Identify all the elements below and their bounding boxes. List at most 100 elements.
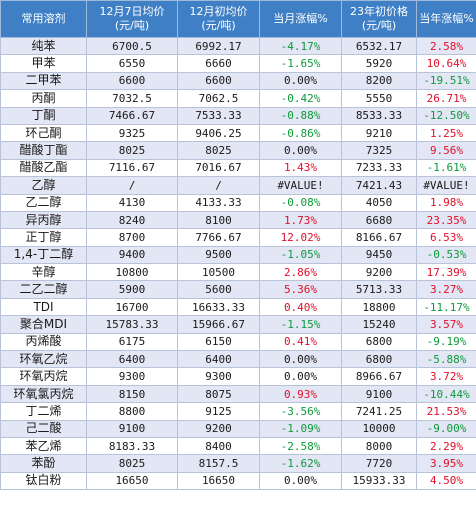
table-row: 环氧丙烷 9300 9300 0.00% 8966.67 3.72%: [0, 367, 476, 386]
yearly-change-cell: 1.25%: [416, 123, 476, 143]
dec-start-price-cell: 9200: [177, 419, 260, 438]
solvent-name-cell: 二乙二醇: [0, 280, 87, 299]
table-row: 1,4-丁二醇 9400 9500 -1.05% 9450 -0.53%: [0, 245, 476, 265]
monthly-change-cell: -1.05%: [259, 245, 342, 265]
dec-start-price-cell: 8025: [177, 141, 260, 160]
solvent-name-cell: 环己酮: [0, 123, 87, 143]
year-start-price-cell: 9450: [341, 245, 417, 265]
monthly-change-cell: 0.41%: [259, 332, 342, 352]
solvent-name-cell: 正丁醇: [0, 228, 87, 247]
solvent-name-cell: 苯酚: [0, 454, 87, 473]
yearly-change-cell: -0.53%: [416, 245, 476, 265]
dec7-price-cell: 5900: [86, 280, 178, 299]
dec7-price-cell: 6400: [86, 350, 178, 369]
table-row: 乙醇 / / #VALUE! 7421.43 #VALUE!: [0, 176, 476, 195]
table-row: 醋酸丁酯 8025 8025 0.00% 7325 9.56%: [0, 141, 476, 160]
monthly-change-cell: 1.43%: [259, 158, 342, 178]
dec-start-price-cell: 7062.5: [177, 89, 260, 108]
table-row: 苯乙烯 8183.33 8400 -2.58% 8000 2.29%: [0, 436, 476, 456]
monthly-change-cell: #VALUE!: [259, 176, 342, 195]
yearly-change-cell: -10.44%: [416, 384, 476, 404]
yearly-change-cell: 21.53%: [416, 402, 476, 421]
dec-start-price-cell: 9125: [177, 402, 260, 421]
year-start-price-cell: 9210: [341, 123, 417, 143]
table-row: 辛醇 10800 10500 2.86% 9200 17.39%: [0, 263, 476, 282]
year-start-price-cell: 7241.25: [341, 402, 417, 421]
year-start-price-cell: 6800: [341, 332, 417, 352]
dec-start-price-cell: 7016.67: [177, 158, 260, 178]
dec7-price-cell: 8025: [86, 141, 178, 160]
table-row: 纯苯 6700.5 6992.17 -4.17% 6532.17 2.58%: [0, 36, 476, 56]
solvent-name-cell: 丙酮: [0, 89, 87, 108]
monthly-change-cell: 5.36%: [259, 280, 342, 299]
table-body: 纯苯 6700.5 6992.17 -4.17% 6532.17 2.58% 甲苯 6550 6…: [0, 36, 476, 491]
yearly-change-cell: -5.88%: [416, 350, 476, 369]
dec7-price-cell: 8800: [86, 402, 178, 421]
monthly-change-cell: -1.65%: [259, 54, 342, 73]
dec7-price-cell: /: [86, 176, 178, 195]
year-start-price-cell: 10000: [341, 419, 417, 438]
table-row: 醋酸乙酯 7116.67 7016.67 1.43% 7233.33 -1.61%: [0, 158, 476, 178]
year-start-price-cell: 15240: [341, 315, 417, 334]
year-start-price-cell: 5550: [341, 89, 417, 108]
solvent-name-cell: 丙烯酸: [0, 332, 87, 352]
monthly-change-cell: 2.86%: [259, 263, 342, 282]
yearly-change-cell: -9.00%: [416, 419, 476, 438]
solvent-name-cell: TDI: [0, 297, 87, 317]
solvent-name-cell: 异丙醇: [0, 210, 87, 230]
solvent-name-cell: 醋酸乙酯: [0, 158, 87, 178]
monthly-change-cell: -4.17%: [259, 36, 342, 56]
dec-start-price-cell: 16650: [177, 471, 260, 491]
dec-start-price-cell: 9300: [177, 367, 260, 386]
dec-start-price-cell: 8075: [177, 384, 260, 404]
year-start-price-cell: 5920: [341, 54, 417, 73]
solvent-name-cell: 乙醇: [0, 176, 87, 195]
table-row: 聚合MDI 15783.33 15966.67 -1.15% 15240 3.57%: [0, 315, 476, 334]
yearly-change-cell: 4.50%: [416, 471, 476, 491]
solvent-name-cell: 钛白粉: [0, 471, 87, 491]
dec-start-price-cell: 6660: [177, 54, 260, 73]
dec7-price-cell: 16650: [86, 471, 178, 491]
table-row: 乙二醇 4130 4133.33 -0.08% 4050 1.98%: [0, 193, 476, 212]
yearly-change-cell: -12.50%: [416, 106, 476, 125]
header-dec7-price: 12月7日均价 (元/吨): [86, 0, 178, 38]
yearly-change-cell: 3.57%: [416, 315, 476, 334]
dec-start-price-cell: 7533.33: [177, 106, 260, 125]
header-solvent: 常用溶剂: [0, 0, 87, 38]
dec7-price-cell: 16700: [86, 297, 178, 317]
year-start-price-cell: 6680: [341, 210, 417, 230]
solvent-name-cell: 环氧丙烷: [0, 367, 87, 386]
yearly-change-cell: 3.72%: [416, 367, 476, 386]
yearly-change-cell: 26.71%: [416, 89, 476, 108]
year-start-price-cell: 4050: [341, 193, 417, 212]
year-start-price-cell: 9100: [341, 384, 417, 404]
year-start-price-cell: 7421.43: [341, 176, 417, 195]
dec7-price-cell: 9100: [86, 419, 178, 438]
dec-start-price-cell: 8400: [177, 436, 260, 456]
solvent-name-cell: 1,4-丁二醇: [0, 245, 87, 265]
monthly-change-cell: 0.00%: [259, 471, 342, 491]
solvent-name-cell: 纯苯: [0, 36, 87, 56]
monthly-change-cell: 0.00%: [259, 367, 342, 386]
dec-start-price-cell: 15966.67: [177, 315, 260, 334]
dec7-price-cell: 9325: [86, 123, 178, 143]
dec7-price-cell: 8240: [86, 210, 178, 230]
yearly-change-cell: -9.19%: [416, 332, 476, 352]
solvent-name-cell: 辛醇: [0, 263, 87, 282]
year-start-price-cell: 7325: [341, 141, 417, 160]
dec7-price-cell: 6700.5: [86, 36, 178, 56]
yearly-change-cell: -1.61%: [416, 158, 476, 178]
table-row: 丙烯酸 6175 6150 0.41% 6800 -9.19%: [0, 332, 476, 352]
monthly-change-cell: 0.40%: [259, 297, 342, 317]
table-row: 二乙二醇 5900 5600 5.36% 5713.33 3.27%: [0, 280, 476, 299]
dec-start-price-cell: 4133.33: [177, 193, 260, 212]
year-start-price-cell: 8200: [341, 71, 417, 91]
dec-start-price-cell: 9500: [177, 245, 260, 265]
monthly-change-cell: 0.93%: [259, 384, 342, 404]
dec7-price-cell: 8183.33: [86, 436, 178, 456]
year-start-price-cell: 7233.33: [341, 158, 417, 178]
table-row: 丁二烯 8800 9125 -3.56% 7241.25 21.53%: [0, 402, 476, 421]
dec-start-price-cell: 6150: [177, 332, 260, 352]
monthly-change-cell: -0.08%: [259, 193, 342, 212]
dec7-price-cell: 6550: [86, 54, 178, 73]
